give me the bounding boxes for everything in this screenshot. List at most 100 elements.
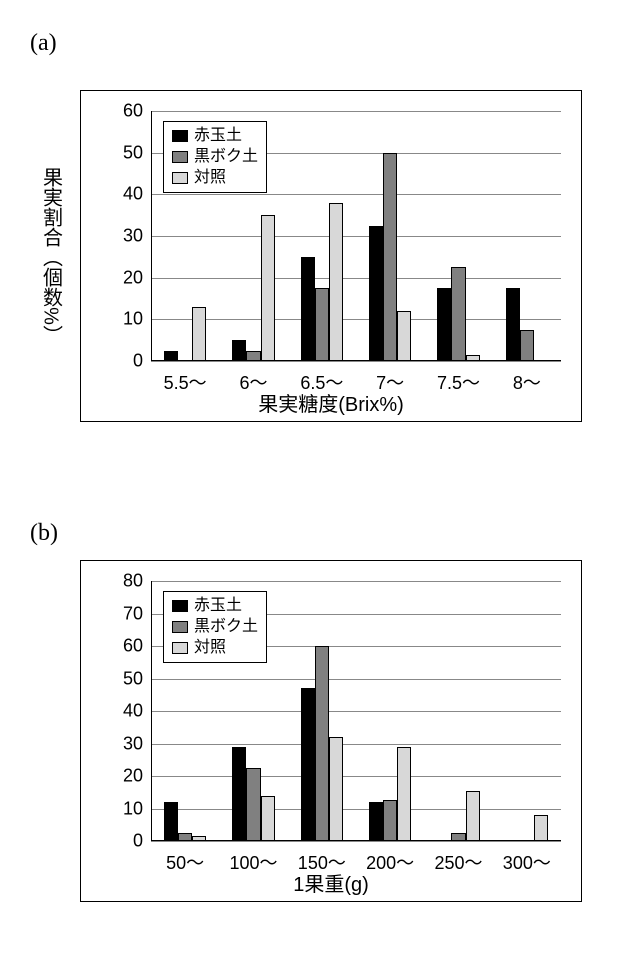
legend-swatch xyxy=(172,172,188,184)
grid-line xyxy=(151,319,561,320)
bar xyxy=(369,226,383,361)
y-tick-label: 10 xyxy=(123,798,151,819)
x-tick-label: 100～ xyxy=(229,841,277,875)
chart-b: 0102030405060708050～100～150～200～250～300～… xyxy=(80,560,582,902)
bar xyxy=(466,791,480,841)
bar xyxy=(451,833,465,841)
bar xyxy=(534,815,548,841)
bar xyxy=(383,800,397,841)
y-tick-label: 30 xyxy=(123,226,151,247)
legend-item: 赤玉土 xyxy=(172,126,258,147)
y-tick-label: 50 xyxy=(123,668,151,689)
y-tick-label: 40 xyxy=(123,184,151,205)
bar xyxy=(232,747,246,841)
bar xyxy=(397,311,411,361)
grid-line xyxy=(151,581,561,582)
chart-a: 果実割合（個数%） 01020304050605.5～6～6.5～7～7.5～8… xyxy=(80,90,582,422)
x-axis-line xyxy=(151,840,561,841)
legend-item: 赤玉土 xyxy=(172,596,258,617)
x-tick-label: 7.5～ xyxy=(437,361,480,395)
chart-a-y-title: 果実割合（個数%） xyxy=(37,167,66,345)
x-tick-label: 250～ xyxy=(434,841,482,875)
bar xyxy=(261,215,275,361)
y-tick-label: 20 xyxy=(123,766,151,787)
legend-label: 対照 xyxy=(194,168,226,189)
page: (a) 果実割合（個数%） 01020304050605.5～6～6.5～7～7… xyxy=(0,0,640,965)
legend-item: 対照 xyxy=(172,638,258,659)
chart-a-x-title: 果実糖度(Brix%) xyxy=(258,388,404,417)
grid-line xyxy=(151,776,561,777)
y-tick-label: 60 xyxy=(123,101,151,122)
legend: 赤玉土黒ボク土対照 xyxy=(163,121,267,193)
legend-item: 黒ボク土 xyxy=(172,617,258,638)
grid-line xyxy=(151,841,561,842)
legend-label: 黒ボク土 xyxy=(194,147,258,168)
bar xyxy=(383,153,397,361)
bar xyxy=(437,288,451,361)
bar xyxy=(301,688,315,841)
panel-b-label: (b) xyxy=(30,520,58,547)
x-tick-label: 8～ xyxy=(513,361,541,395)
bar xyxy=(506,288,520,361)
y-tick-label: 50 xyxy=(123,142,151,163)
grid-line xyxy=(151,711,561,712)
legend-swatch xyxy=(172,130,188,142)
legend-label: 対照 xyxy=(194,638,226,659)
x-axis-line xyxy=(151,360,561,361)
bar xyxy=(329,737,343,841)
y-tick-label: 20 xyxy=(123,267,151,288)
grid-line xyxy=(151,361,561,362)
y-tick-label: 0 xyxy=(133,831,151,852)
legend-swatch xyxy=(172,621,188,633)
bar xyxy=(232,340,246,361)
grid-line xyxy=(151,278,561,279)
y-tick-label: 40 xyxy=(123,701,151,722)
grid-line xyxy=(151,236,561,237)
y-axis-line xyxy=(151,111,152,361)
y-tick-label: 0 xyxy=(133,351,151,372)
panel-a-label: (a) xyxy=(30,30,57,57)
bar xyxy=(246,351,260,361)
y-tick-label: 60 xyxy=(123,636,151,657)
y-tick-label: 30 xyxy=(123,733,151,754)
bar xyxy=(451,267,465,361)
grid-line xyxy=(151,111,561,112)
grid-line xyxy=(151,809,561,810)
bar xyxy=(369,802,383,841)
legend-swatch xyxy=(172,151,188,163)
y-tick-label: 70 xyxy=(123,603,151,624)
x-tick-label: 300～ xyxy=(503,841,551,875)
legend: 赤玉土黒ボク土対照 xyxy=(163,591,267,663)
bar xyxy=(164,802,178,841)
bar xyxy=(246,768,260,841)
chart-b-x-title: 1果重(g) xyxy=(293,868,369,897)
y-axis-line xyxy=(151,581,152,841)
legend-item: 黒ボク土 xyxy=(172,147,258,168)
x-tick-label: 5.5～ xyxy=(164,361,207,395)
bar xyxy=(315,646,329,841)
bar xyxy=(329,203,343,361)
legend-label: 黒ボク土 xyxy=(194,617,258,638)
x-tick-label: 200～ xyxy=(366,841,414,875)
bar xyxy=(192,307,206,361)
bar xyxy=(520,330,534,361)
grid-line xyxy=(151,679,561,680)
bar xyxy=(397,747,411,841)
y-tick-label: 80 xyxy=(123,571,151,592)
chart-b-plot-area: 0102030405060708050～100～150～200～250～300～… xyxy=(151,581,561,841)
legend-item: 対照 xyxy=(172,168,258,189)
legend-swatch xyxy=(172,642,188,654)
bar xyxy=(261,796,275,842)
bar xyxy=(315,288,329,361)
x-tick-label: 50～ xyxy=(166,841,204,875)
legend-label: 赤玉土 xyxy=(194,126,242,147)
grid-line xyxy=(151,744,561,745)
legend-label: 赤玉土 xyxy=(194,596,242,617)
bar xyxy=(301,257,315,361)
chart-a-plot-area: 01020304050605.5～6～6.5～7～7.5～8～赤玉土黒ボク土対照 xyxy=(151,111,561,361)
y-tick-label: 10 xyxy=(123,309,151,330)
grid-line xyxy=(151,194,561,195)
bar xyxy=(164,351,178,361)
bar xyxy=(178,833,192,841)
legend-swatch xyxy=(172,600,188,612)
